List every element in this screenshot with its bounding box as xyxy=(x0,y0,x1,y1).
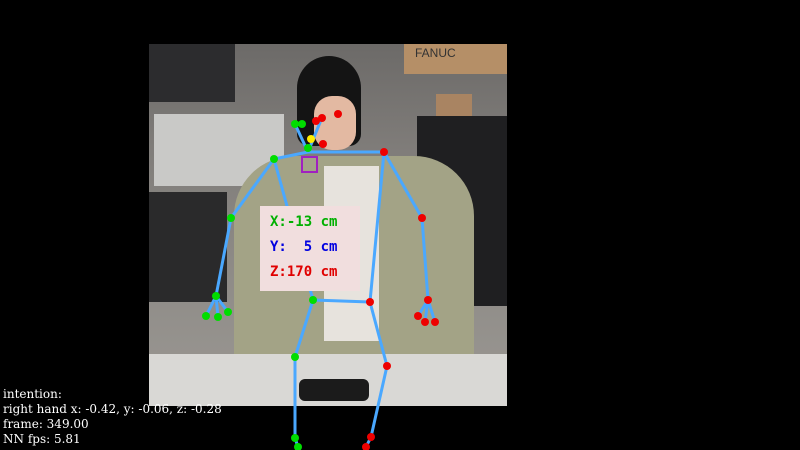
right-joint-marker xyxy=(383,362,391,370)
right-joint-marker xyxy=(414,312,422,320)
neck-marker xyxy=(301,156,318,173)
coordinate-readout: X:-13 cm Y: 5 cm Z:170 cm xyxy=(260,206,360,291)
right-joint-marker xyxy=(431,318,439,326)
left-joint-marker xyxy=(309,296,317,304)
left-joint-marker xyxy=(224,308,232,316)
coord-z: Z:170 cm xyxy=(270,264,338,280)
right-hand-readout: right hand x: -0.42, y: -0.06, z: -0.28 xyxy=(3,402,222,416)
right-joint-marker xyxy=(367,433,375,441)
dark-chair-left xyxy=(149,192,227,302)
right-joint-marker xyxy=(366,298,374,306)
left-joint-marker xyxy=(291,434,299,442)
small-box xyxy=(436,94,472,116)
skeleton-bone xyxy=(420,217,430,301)
left-joint-marker xyxy=(214,313,222,321)
left-joint-marker xyxy=(298,120,306,128)
skeleton-bone xyxy=(312,298,371,304)
skeleton-bone xyxy=(368,301,389,367)
intention-label: intention: xyxy=(3,387,62,401)
right-joint-marker xyxy=(318,114,326,122)
left-joint-marker xyxy=(291,120,299,128)
right-joint-marker xyxy=(380,148,388,156)
fps-readout: NN fps: 5.81 xyxy=(3,432,81,446)
left-joint-marker xyxy=(202,312,210,320)
monitor xyxy=(149,44,235,102)
left-joint-marker xyxy=(291,353,299,361)
left-joint-marker xyxy=(294,443,302,450)
left-joint-marker xyxy=(304,144,312,152)
coord-x: X:-13 cm xyxy=(270,214,338,230)
robot-parts xyxy=(299,379,369,401)
right-joint-marker xyxy=(312,117,320,125)
coord-y: Y: 5 cm xyxy=(270,239,338,255)
right-joint-marker xyxy=(424,296,432,304)
skeleton-bone xyxy=(273,150,309,161)
right-joint-marker xyxy=(418,214,426,222)
right-joint-marker xyxy=(362,443,370,450)
skeleton-bone xyxy=(368,151,386,303)
skeleton-bone xyxy=(369,365,389,438)
skeleton-bone xyxy=(293,299,315,358)
skeleton-bone xyxy=(382,151,424,219)
skeleton-bone xyxy=(229,158,276,219)
left-joint-marker xyxy=(227,214,235,222)
info-panel: intention: right hand x: -0.42, y: -0.06,… xyxy=(3,387,222,447)
frame-readout: frame: 349.00 xyxy=(3,417,89,431)
right-joint-marker xyxy=(421,318,429,326)
skeleton-bone xyxy=(214,217,233,297)
box-label: FANUC xyxy=(415,46,456,60)
head-center-marker xyxy=(307,135,315,143)
right-joint-marker xyxy=(319,140,327,148)
right-joint-marker xyxy=(334,110,342,118)
left-joint-marker xyxy=(212,292,220,300)
left-joint-marker xyxy=(270,155,278,163)
cardboard-box xyxy=(404,44,507,74)
